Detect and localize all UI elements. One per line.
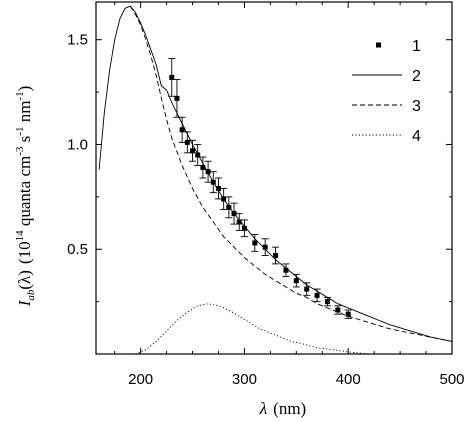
legend-label-4: 4 <box>412 128 421 145</box>
data-point <box>195 152 201 158</box>
x-tick-label: 300 <box>232 371 257 388</box>
data-point <box>174 95 180 101</box>
data-point <box>304 286 310 292</box>
legend-marker-1 <box>376 42 381 48</box>
series-layer <box>98 5 453 355</box>
data-point <box>314 292 320 298</box>
y-axis-unit-exp: 14 <box>14 230 26 242</box>
y-tick-label: 0.5 <box>67 241 88 258</box>
data-point <box>169 74 175 80</box>
data-point <box>293 278 299 284</box>
y-axis-unit-suffix: ) <box>15 86 34 92</box>
legend-label-2: 2 <box>412 68 421 85</box>
x-axis-unit: (nm) <box>273 399 306 418</box>
data-point <box>179 127 185 133</box>
data-point <box>184 139 190 145</box>
y-tick-label: 1.5 <box>67 32 88 49</box>
x-axis-label: λ (nm) <box>259 399 306 418</box>
data-point <box>324 299 330 305</box>
y-axis-subscript: ab <box>25 289 37 301</box>
x-tick-label: 500 <box>439 371 464 388</box>
data-point <box>236 219 242 225</box>
x-axis-symbol: λ <box>259 399 267 418</box>
y-axis-unit-exp3: -1 <box>14 127 26 136</box>
series-3-line <box>129 5 453 342</box>
legend: 1 2 3 4 <box>352 38 421 145</box>
series-1-points <box>168 58 352 319</box>
data-point <box>215 185 221 191</box>
data-point <box>335 307 341 313</box>
y-axis-label: Iab(λ)(1014 quanta cm-3 s-1 nm-1) <box>14 86 37 308</box>
y-axis-unit-quanta: quanta cm <box>15 156 34 231</box>
data-point <box>241 225 247 231</box>
series-2-line <box>98 5 453 342</box>
y-axis-argument: (λ) <box>15 270 34 290</box>
data-point <box>205 169 211 175</box>
y-axis-unit-exp4: -1 <box>14 91 26 100</box>
data-point <box>262 244 268 250</box>
legend-label-3: 3 <box>412 98 421 115</box>
y-axis-unit-s: s <box>15 136 34 147</box>
x-tick-label: 200 <box>128 371 153 388</box>
y-axis-unit-nm: nm <box>15 101 34 127</box>
y-tick-label: 1.0 <box>67 136 88 153</box>
y-axis-unit-prefix: (10 <box>15 241 34 264</box>
data-point <box>273 253 279 259</box>
data-point <box>226 204 232 210</box>
data-point <box>252 240 258 246</box>
tick-labels: 200 300 400 500 0.5 1.0 1.5 <box>67 32 464 388</box>
data-point <box>200 165 206 171</box>
data-point <box>345 311 351 317</box>
data-point <box>283 267 289 273</box>
legend-label-1: 1 <box>412 38 421 55</box>
x-tick-label: 400 <box>336 371 361 388</box>
y-axis-unit-exp2: -3 <box>14 146 26 156</box>
plot-frame <box>95 1 453 355</box>
data-point <box>190 148 196 154</box>
y-axis-symbol: I <box>15 299 34 307</box>
axis-ticks <box>96 2 453 354</box>
